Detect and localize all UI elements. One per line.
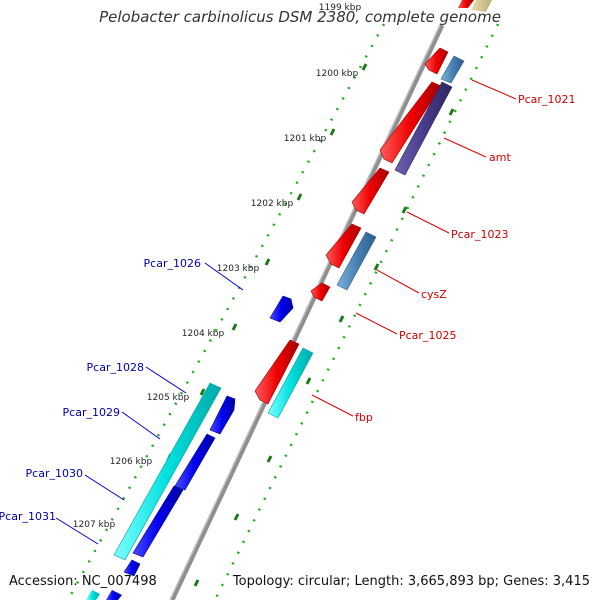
scale-dots-inner <box>66 23 386 601</box>
genome-summary-text: Topology: circular; Length: 3,665,893 bp… <box>232 574 590 589</box>
gene-label-fbp[interactable]: fbp <box>355 411 373 424</box>
gene-label-pcar-1026[interactable]: Pcar_1026 <box>144 257 201 270</box>
gene-label-pcar-1028[interactable]: Pcar_1028 <box>87 361 144 374</box>
gene-blue-pcar-1030[interactable] <box>174 433 216 491</box>
scale-label-1200: 1200 kbp <box>316 69 359 79</box>
scale-label-1201: 1201 kbp <box>284 134 327 144</box>
gene-label-pcar-1025[interactable]: Pcar_1025 <box>399 329 456 342</box>
gene-label-pcar-1023[interactable]: Pcar_1023 <box>451 228 508 241</box>
gene-blue-partial-bottom[interactable] <box>123 559 141 577</box>
scale-ticks <box>133 63 455 587</box>
gene-red-1[interactable] <box>424 47 449 75</box>
gene-red-pcar-1025[interactable] <box>310 282 331 302</box>
gene-red-partial-top[interactable] <box>458 0 474 8</box>
scale-label-1207: 1207 kbp <box>73 520 116 530</box>
scale-label-1203: 1203 kbp <box>217 264 260 274</box>
gene-steel-pcar-1021[interactable] <box>440 55 465 84</box>
reverse-leader-lines <box>55 262 244 545</box>
genome-backbone <box>169 23 445 602</box>
gene-cyan-fbp[interactable] <box>267 347 314 419</box>
map-title: Pelobacter carbinolicus DSM 2380, comple… <box>99 8 501 26</box>
gene-purple-amt[interactable] <box>394 81 453 176</box>
gene-blue-pcar-1031[interactable] <box>132 485 184 558</box>
scale-dots-outer <box>213 23 500 601</box>
gene-red-pcar-1023[interactable] <box>351 167 390 215</box>
gene-cyan-partial-bottom[interactable] <box>86 590 100 600</box>
accession-text: Accession: NC_007498 <box>9 574 157 589</box>
gene-label-pcar-1021[interactable]: Pcar_1021 <box>518 93 575 106</box>
gene-blue-partial-bottom-2[interactable] <box>106 590 122 600</box>
gene-label-pcar-1029[interactable]: Pcar_1029 <box>63 406 120 419</box>
gene-label-cysz[interactable]: cysZ <box>421 288 447 301</box>
scale-label-1205: 1205 kbp <box>147 393 190 403</box>
scale-label-1199: 1199 kbp <box>319 3 362 13</box>
gene-red-amt[interactable] <box>379 81 442 164</box>
gene-blue-pcar-1026[interactable] <box>269 295 294 323</box>
gene-label-amt[interactable]: amt <box>489 151 511 164</box>
gene-label-pcar-1030[interactable]: Pcar_1030 <box>26 467 83 480</box>
gene-label-pcar-1031[interactable]: Pcar_1031 <box>0 510 56 523</box>
gene-red-fbp[interactable] <box>254 339 300 405</box>
gene-tan-partial-top[interactable] <box>471 0 492 12</box>
gene-red-pcar-1024[interactable] <box>325 223 362 269</box>
scale-label-1206: 1206 kbp <box>110 457 153 467</box>
gene-steel-cysz[interactable] <box>336 231 377 291</box>
scale-label-1202: 1202 kbp <box>251 199 294 209</box>
scale-label-1204: 1204 kbp <box>182 329 225 339</box>
reverse-strand-genes <box>86 295 294 600</box>
forward-leader-lines <box>311 79 517 417</box>
gene-cyan-pcar-1028[interactable] <box>113 382 222 561</box>
genome-backbone-highlight <box>169 24 441 601</box>
forward-strand-genes <box>254 47 449 405</box>
gene-blue-pcar-1029[interactable] <box>209 395 236 435</box>
